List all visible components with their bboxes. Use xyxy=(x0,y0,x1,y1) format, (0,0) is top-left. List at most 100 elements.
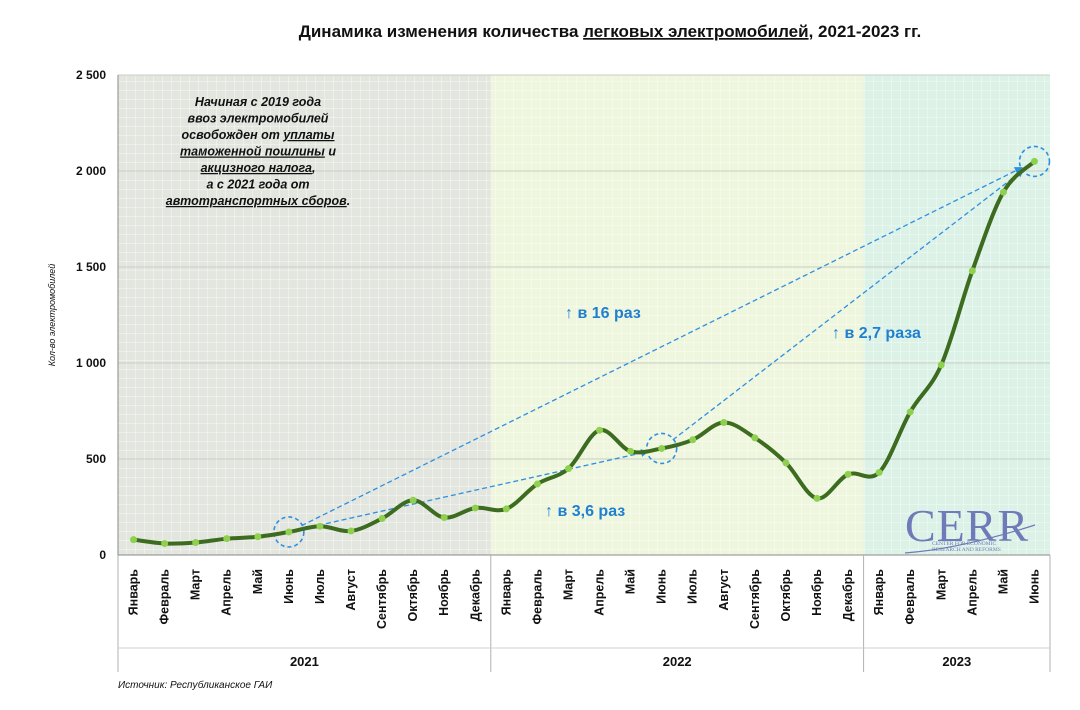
growth-arrow xyxy=(302,449,649,530)
x-tick-label: Январь xyxy=(499,569,513,616)
data-point xyxy=(720,419,728,427)
annotation-segment: освобожден от xyxy=(182,128,284,142)
annotation-line: автотранспортных сборов. xyxy=(166,194,350,208)
y-tick-label: 1 500 xyxy=(76,260,106,274)
x-tick-label: Январь xyxy=(127,569,141,616)
y-tick-label: 500 xyxy=(86,452,106,466)
data-point xyxy=(533,480,541,488)
annotation-segment: автотранспортных сборов xyxy=(166,194,347,208)
x-tick-label: Июнь xyxy=(1027,569,1041,604)
data-point xyxy=(782,459,790,467)
data-point xyxy=(968,267,976,275)
annotation-segment: Начиная с 2019 года xyxy=(195,95,321,109)
annotation-line: акцизного налога, xyxy=(201,161,316,175)
x-tick-label: Август xyxy=(717,569,731,611)
x-tick-label: Февраль xyxy=(530,569,544,625)
y-tick-label: 2 000 xyxy=(76,164,106,178)
data-point xyxy=(689,436,697,444)
data-point xyxy=(347,527,355,535)
x-tick-label: Ноябрь xyxy=(810,569,824,616)
data-point xyxy=(471,504,479,512)
data-point xyxy=(223,535,231,543)
annotation-segment: таможенной пошлины xyxy=(180,145,325,159)
y-tick-label: 1 000 xyxy=(76,356,106,370)
data-point xyxy=(564,465,572,473)
annotation-segment: ввоз электромобилей xyxy=(188,112,329,126)
data-point xyxy=(409,496,417,504)
x-tick-label: Октябрь xyxy=(406,569,420,622)
logo-swoosh-icon xyxy=(904,524,1036,554)
x-tick-label: Июль xyxy=(313,569,327,604)
y-tick-label: 2 500 xyxy=(76,68,106,82)
annotation-segment: , xyxy=(311,161,315,175)
annotation-line: ввоз электромобилей xyxy=(188,112,329,126)
y-tick-label: 0 xyxy=(99,548,106,562)
data-point xyxy=(502,505,510,513)
annotation-segment: и xyxy=(325,145,336,159)
data-point xyxy=(906,408,914,416)
data-point xyxy=(285,528,293,536)
data-point xyxy=(440,514,448,522)
x-axis-months: Январь Февраль Март Апрель Май Июнь Июль Август… xyxy=(127,569,1042,629)
x-tick-label: Март xyxy=(189,569,203,600)
chart-title: Динамика изменения количества легковых э… xyxy=(299,22,922,41)
cerr-logo: CERR CENTER FOR ECONOMIC RESEARCH AND RE… xyxy=(904,500,1036,554)
annotation-segment: акцизного налога xyxy=(201,161,312,175)
x-tick-label: Апрель xyxy=(593,569,607,616)
annotation-segment: . xyxy=(347,194,350,208)
growth-label: ↑ в 2,7 раза xyxy=(832,325,921,342)
data-point xyxy=(316,522,324,530)
data-point xyxy=(130,536,138,544)
x-tick-label: Декабрь xyxy=(841,569,855,622)
x-tick-label: Февраль xyxy=(903,569,917,625)
data-point xyxy=(999,188,1007,196)
data-point xyxy=(192,539,200,547)
data-point xyxy=(658,444,666,452)
grid-pattern xyxy=(118,75,491,555)
highlight-circle xyxy=(645,432,678,465)
y-ticks: 0 500 1 000 1 500 2 000 2 500 xyxy=(76,68,106,562)
logo-text: CERR xyxy=(905,500,1029,551)
x-tick-label: Июнь xyxy=(655,569,669,604)
x-tick-label: Июль xyxy=(686,569,700,604)
x-tick-label: Май xyxy=(251,569,265,594)
growth-label: ↑ в 3,6 раз xyxy=(545,503,625,520)
x-tick-label: Август xyxy=(344,569,358,611)
grid-pattern xyxy=(490,75,864,555)
x-tick-label: Март xyxy=(934,569,948,600)
data-point xyxy=(161,539,169,547)
x-tick-label: Сентябрь xyxy=(748,569,762,629)
data-point xyxy=(254,533,262,541)
data-series xyxy=(130,157,1038,547)
x-tick-label: Сентябрь xyxy=(375,569,389,629)
annotation-segment: а с 2021 года от xyxy=(206,178,309,192)
x-tick-label: Март xyxy=(561,569,575,600)
data-point xyxy=(844,470,852,478)
x-tick-label: Январь xyxy=(872,569,886,616)
x-tick-label: Апрель xyxy=(220,569,234,616)
data-point xyxy=(937,361,945,369)
annotation-text-block: Начиная с 2019 года ввоз электромобилей ос… xyxy=(166,95,350,208)
annotation-line: освобожден от уплаты xyxy=(182,128,335,142)
axes xyxy=(117,75,1050,556)
highlight-circle xyxy=(273,516,305,548)
x-axis-years: 2021 2022 2023 xyxy=(117,555,1051,672)
year-label: 2021 xyxy=(290,654,319,669)
y-axis-label: Кол-во электромобилей xyxy=(47,264,57,367)
x-tick-label: Апрель xyxy=(965,569,979,616)
x-tick-label: Декабрь xyxy=(468,569,482,622)
annotation-line: а с 2021 года от xyxy=(206,178,309,192)
x-tick-label: Ноябрь xyxy=(437,569,451,616)
growth-arrows: ↑ в 16 раз ↑ в 3,6 раз ↑ в 2,7 раза xyxy=(273,145,1051,548)
x-tick-label: Май xyxy=(624,569,638,594)
x-tick-label: Октябрь xyxy=(779,569,793,622)
annotation-line: Начиная с 2019 года xyxy=(195,95,321,109)
annotation-segment: уплаты xyxy=(282,128,334,142)
growth-label: ↑ в 16 раз xyxy=(565,305,641,322)
data-point xyxy=(875,468,883,476)
growth-arrow xyxy=(301,167,1023,527)
x-tick-label: Июнь xyxy=(282,569,296,604)
data-point xyxy=(751,434,759,442)
data-point xyxy=(596,426,604,434)
